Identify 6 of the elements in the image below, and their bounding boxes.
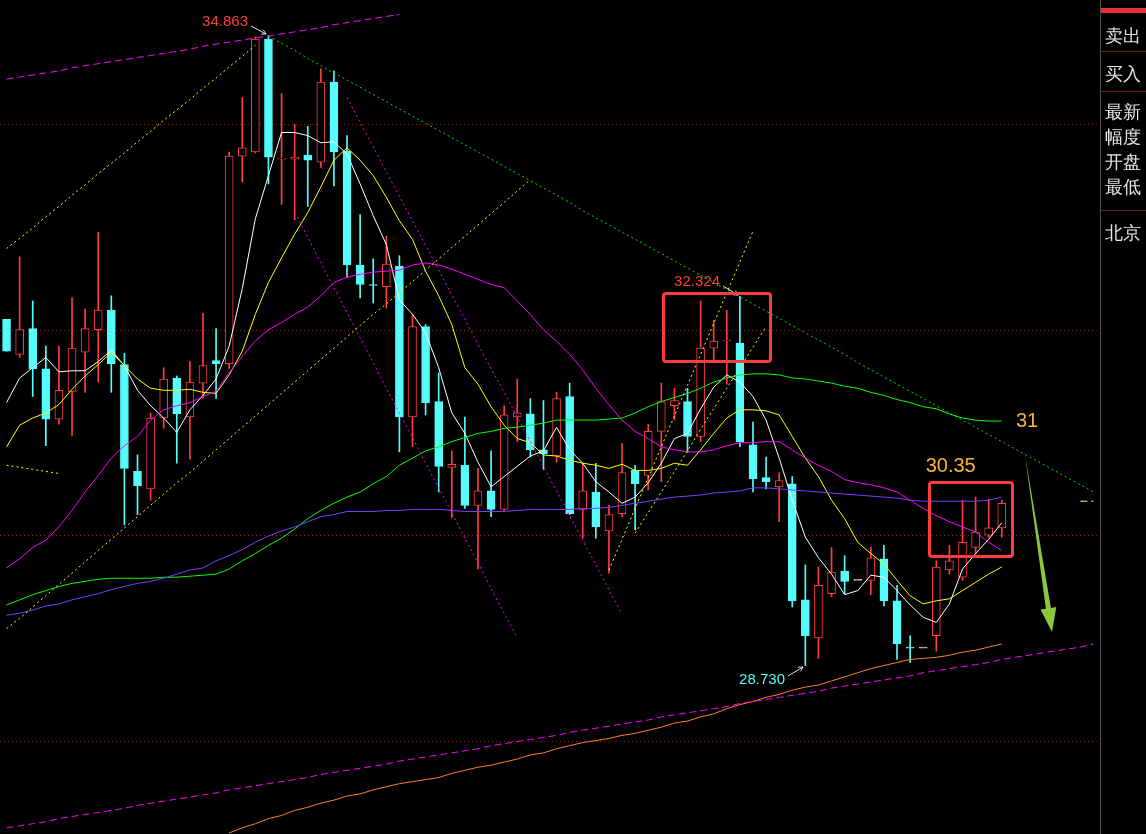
annotation: 32.324 xyxy=(674,272,720,290)
annotation: 31 xyxy=(1016,408,1039,431)
annotation: 34.863 xyxy=(202,12,248,30)
side-panel: 卖出 买入 最新 幅度 开盘 最低 北京 xyxy=(1100,0,1146,834)
annotation: 30.35 xyxy=(925,453,976,476)
annotation: 28.730 xyxy=(739,670,785,688)
